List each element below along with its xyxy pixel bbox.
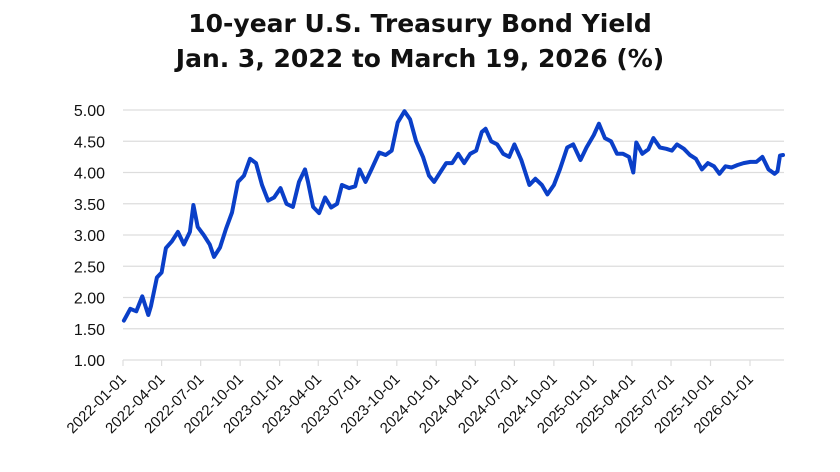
y-tick-label: 2.50 xyxy=(74,259,105,276)
yield-line xyxy=(121,109,785,323)
x-axis: 2022-01-012022-04-012022-07-012022-10-01… xyxy=(64,360,757,437)
y-tick-label: 3.50 xyxy=(74,197,105,214)
chart-title-line-1: 10-year U.S. Treasury Bond Yield xyxy=(188,9,652,38)
y-tick-label: 4.50 xyxy=(74,134,105,151)
y-tick-label: 4.00 xyxy=(74,166,105,183)
y-tick-label: 2.00 xyxy=(74,291,105,308)
y-tick-label: 1.50 xyxy=(74,322,105,339)
y-tick-label: 5.00 xyxy=(74,103,105,120)
y-tick-label: 3.00 xyxy=(74,228,105,245)
y-axis: 1.00 1.50 2.00 2.50 3.00 3.50 4.00 4.50 5.00 xyxy=(74,103,105,370)
chart-title: 10-year U.S. Treasury Bond Yield Jan. 3,… xyxy=(0,6,840,76)
y-tick-label: 1.00 xyxy=(74,353,105,370)
chart-title-line-2: Jan. 3, 2022 to March 19, 2026 (%) xyxy=(175,44,665,73)
